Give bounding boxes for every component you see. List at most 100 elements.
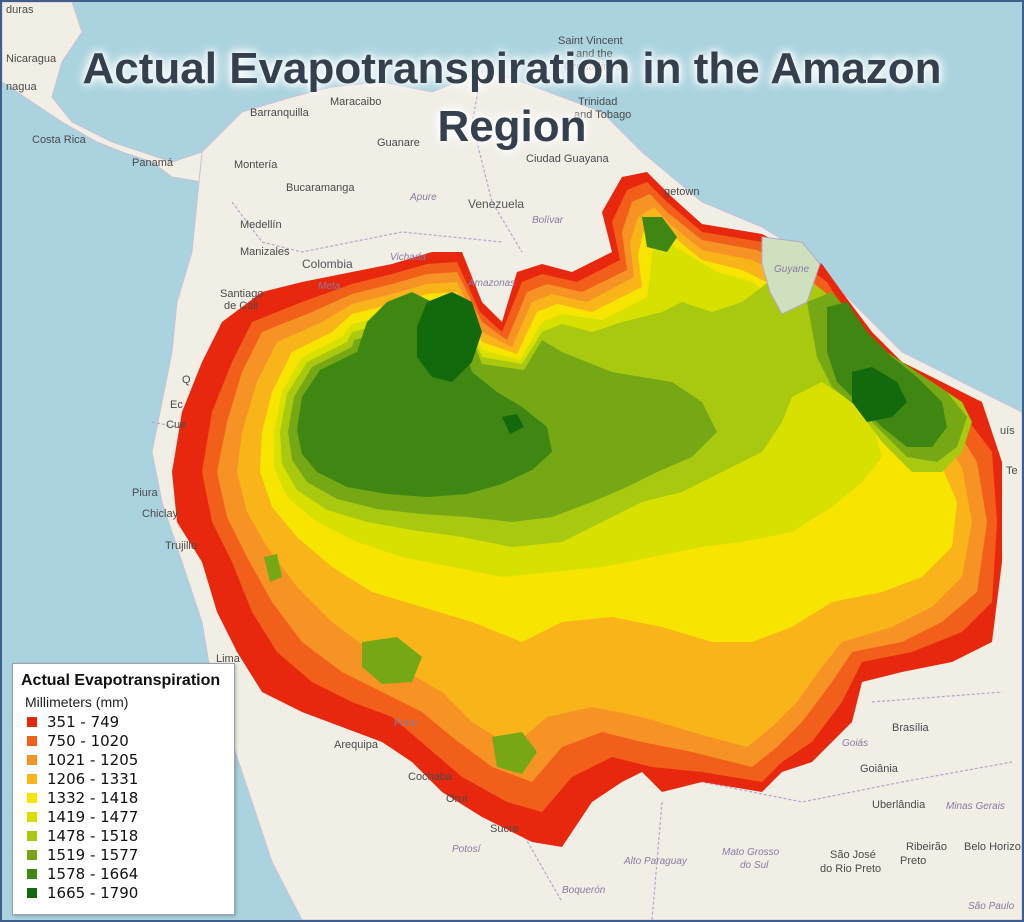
legend-label: 1478 - 1518 bbox=[47, 826, 139, 845]
label-boqueron: Boquerón bbox=[562, 885, 606, 896]
legend-item: 1578 - 1664 bbox=[27, 864, 138, 883]
label-sucre: Sucre bbox=[490, 823, 519, 835]
label-bolivar: Bolívar bbox=[532, 215, 564, 226]
legend-item: 1665 - 1790 bbox=[27, 883, 138, 902]
label-cochabamba: Cochaba bbox=[408, 771, 453, 783]
label-managua: nagua bbox=[6, 81, 37, 93]
label-vichada: Vichada bbox=[390, 252, 426, 263]
label-meta: Meta bbox=[318, 281, 341, 292]
label-panama: Panamá bbox=[132, 157, 174, 169]
label-and-the: and the bbox=[576, 48, 613, 60]
legend-label: 1665 - 1790 bbox=[47, 883, 139, 902]
legend-label: 1332 - 1418 bbox=[47, 788, 139, 807]
legend-swatch bbox=[27, 887, 37, 898]
legend-item: 1206 - 1331 bbox=[27, 769, 138, 788]
legend-item: 351 - 749 bbox=[27, 712, 119, 731]
label-uberlandia: Uberlândia bbox=[872, 799, 926, 811]
label-oruro: Orur bbox=[446, 793, 468, 805]
legend-title: Actual Evapotranspiration bbox=[21, 672, 221, 689]
legend-item: 1021 - 1205 bbox=[27, 750, 138, 769]
legend-label: 1519 - 1577 bbox=[47, 845, 139, 864]
label-guyane: Guyane bbox=[774, 264, 809, 275]
label-manizales: Manizales bbox=[240, 246, 290, 258]
label-sao-jose: São José bbox=[830, 849, 876, 861]
legend-item: 1419 - 1477 bbox=[27, 807, 138, 826]
label-alto-paraguay: Alto Paraguay bbox=[623, 856, 688, 867]
label-sao-luis: uís bbox=[1000, 425, 1015, 437]
legend-swatch bbox=[27, 868, 37, 879]
legend-item: 1332 - 1418 bbox=[27, 788, 138, 807]
label-ecuador: Ec bbox=[170, 399, 183, 411]
label-trinidad: Trinidad bbox=[578, 96, 617, 108]
label-quito: Q bbox=[182, 374, 191, 386]
label-guanare: Guanare bbox=[377, 137, 420, 149]
label-saint-vincent: Saint Vincent bbox=[558, 35, 623, 47]
label-ciudad-guayana: Ciudad Guayana bbox=[526, 153, 609, 165]
map-title: Actual Evapotranspiration in the Amazon … bbox=[2, 40, 1022, 156]
label-te: Te bbox=[1006, 465, 1018, 477]
label-medellin: Medellín bbox=[240, 219, 282, 231]
aet-zone-1665-1790 bbox=[377, 292, 907, 767]
legend-swatch bbox=[27, 792, 37, 803]
label-de-cali: de Cali bbox=[224, 300, 258, 312]
legend-label: 1578 - 1664 bbox=[47, 864, 139, 883]
map-title-line1: Actual Evapotranspiration in the Amazon bbox=[82, 44, 942, 93]
legend-swatch bbox=[27, 754, 37, 765]
label-ribeirao: Ribeirão bbox=[906, 841, 947, 853]
legend-swatch bbox=[27, 716, 37, 727]
label-do-rio-preto: do Rio Preto bbox=[820, 863, 881, 875]
label-puno: Puno bbox=[394, 718, 418, 729]
legend-item: 1478 - 1518 bbox=[27, 826, 138, 845]
label-lima: Lima bbox=[216, 653, 241, 665]
legend-swatch bbox=[27, 735, 37, 746]
label-minas-gerais: Minas Gerais bbox=[946, 801, 1005, 812]
legend-swatch bbox=[27, 773, 37, 784]
label-preto: Preto bbox=[900, 855, 926, 867]
label-colombia: Colombia bbox=[302, 257, 353, 271]
label-piura: Piura bbox=[132, 487, 159, 499]
label-brasilia: Brasília bbox=[892, 722, 930, 734]
legend-label: 351 - 749 bbox=[47, 712, 120, 731]
label-arequipa: Arequipa bbox=[334, 739, 379, 751]
label-georgetown: getown bbox=[664, 186, 699, 198]
label-chiclayo: Chiclay bbox=[142, 508, 179, 520]
label-monteria: Montería bbox=[234, 159, 278, 171]
label-nicaragua: Nicaragua bbox=[6, 53, 57, 65]
label-honduras: duras bbox=[6, 4, 34, 16]
legend-swatch bbox=[27, 811, 37, 822]
label-goiania: Goiânia bbox=[860, 763, 899, 775]
label-do-sul: do Sul bbox=[740, 860, 769, 871]
aet-hotspot-1 bbox=[264, 554, 537, 774]
label-cuenca: Cue bbox=[166, 419, 186, 431]
legend-label: 1206 - 1331 bbox=[47, 769, 139, 788]
legend-item: 750 - 1020 bbox=[27, 731, 129, 750]
label-barranquilla: Barranquilla bbox=[250, 107, 310, 119]
label-mato-grosso: Mato Grosso bbox=[722, 847, 780, 858]
legend-item: 1519 - 1577 bbox=[27, 845, 138, 864]
label-grenadines: Grenadines bbox=[564, 61, 621, 73]
label-apure: Apure bbox=[409, 192, 437, 203]
aet-zones bbox=[172, 172, 1002, 847]
label-sao-paulo: São Paulo bbox=[968, 901, 1015, 912]
label-maracaibo: Maracaibo bbox=[330, 96, 381, 108]
label-bucaramanga: Bucaramanga bbox=[286, 182, 355, 194]
legend-label: 750 - 1020 bbox=[47, 731, 129, 750]
label-goias: Goiás bbox=[842, 738, 868, 749]
map-title-line2: Region bbox=[437, 102, 587, 151]
legend: Actual Evapotranspiration Millimeters (m… bbox=[12, 663, 235, 915]
legend-swatch bbox=[27, 849, 37, 860]
place-labels: duras Nicaragua nagua Costa Rica Panamá … bbox=[6, 4, 1021, 912]
label-venezuela: Venezuela bbox=[468, 197, 524, 211]
label-trujillo: Trujillo bbox=[165, 540, 197, 552]
label-potosi: Potosí bbox=[452, 844, 482, 855]
aet-zone-1578-1664 bbox=[297, 217, 947, 497]
legend-label: 1021 - 1205 bbox=[47, 750, 139, 769]
label-and-tobago: and Tobago bbox=[574, 109, 631, 121]
legend-label: 1419 - 1477 bbox=[47, 807, 139, 826]
trinidad-island bbox=[579, 59, 608, 81]
label-costa-rica: Costa Rica bbox=[32, 134, 87, 146]
label-amazonas: Amazonas bbox=[467, 278, 515, 289]
legend-units: Millimeters (mm) bbox=[25, 694, 129, 710]
